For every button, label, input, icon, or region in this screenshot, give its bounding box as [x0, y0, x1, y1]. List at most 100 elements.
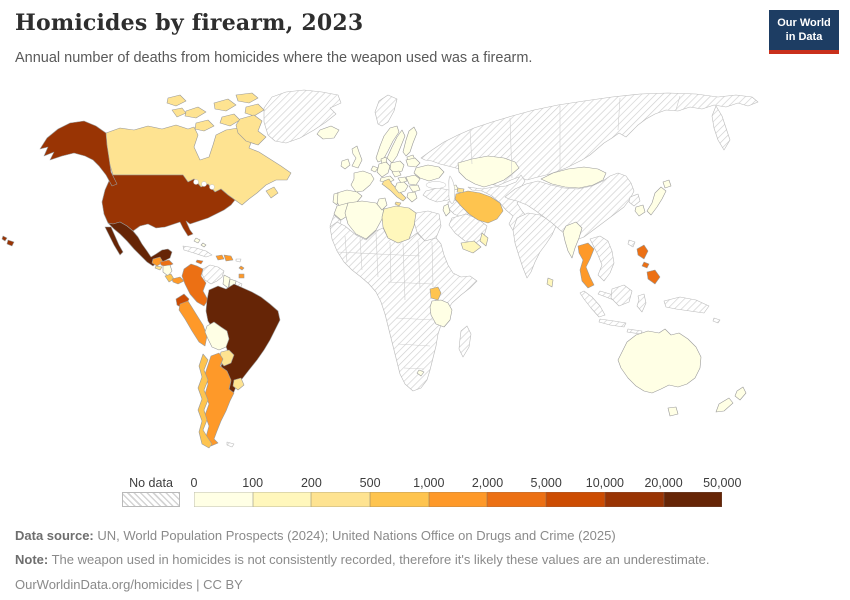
country-australia-tasmania[interactable]: [667, 406, 679, 417]
country-indonesia-sulawesi[interactable]: [636, 293, 647, 313]
country-germany[interactable]: [376, 161, 391, 178]
country-japan-hokkaido[interactable]: [662, 179, 672, 189]
country-italy[interactable]: [381, 178, 407, 202]
country-panama[interactable]: [171, 276, 185, 285]
owid-logo[interactable]: Our World in Data: [769, 10, 839, 54]
country-united-states-hawaii[interactable]: [1, 235, 8, 242]
country-bahamas[interactable]: [193, 237, 201, 244]
region-africa-no-data[interactable]: [329, 221, 478, 392]
legend-segment[interactable]: [604, 492, 664, 507]
legend-no-data-swatch[interactable]: [122, 492, 180, 507]
country-canada-island[interactable]: [219, 113, 241, 127]
country-russia-kamchatka[interactable]: [711, 105, 731, 151]
country-canada-newfoundland[interactable]: [265, 186, 279, 199]
country-canada-island[interactable]: [171, 107, 187, 118]
region-indochina[interactable]: [589, 235, 615, 282]
country-indonesia-borneo[interactable]: [610, 284, 633, 307]
country-puerto-rico[interactable]: [235, 258, 242, 263]
country-united-kingdom[interactable]: [351, 145, 363, 169]
region-benelux[interactable]: [370, 165, 379, 173]
country-sri-lanka[interactable]: [546, 277, 554, 288]
country-tunisia[interactable]: [376, 197, 388, 211]
country-greenland[interactable]: [263, 89, 342, 144]
country-canada-island[interactable]: [244, 103, 265, 117]
country-canada-island[interactable]: [235, 92, 259, 104]
country-iran[interactable]: [454, 190, 504, 224]
country-cuba[interactable]: [182, 245, 213, 258]
country-finland[interactable]: [402, 126, 418, 157]
legend-segment[interactable]: [311, 492, 371, 507]
country-sweden[interactable]: [386, 129, 406, 164]
country-taiwan[interactable]: [627, 239, 636, 248]
region-balkans[interactable]: [394, 181, 409, 194]
legend-segment[interactable]: [487, 492, 547, 507]
country-poland[interactable]: [389, 160, 405, 175]
country-lesotho[interactable]: [416, 369, 425, 377]
country-bulgaria[interactable]: [408, 184, 421, 193]
country-ireland[interactable]: [340, 158, 351, 170]
country-haiti[interactable]: [215, 254, 225, 261]
legend-segment[interactable]: [428, 492, 488, 507]
country-italy-sicily[interactable]: [394, 201, 402, 207]
country-hungary[interactable]: [397, 176, 408, 184]
country-canada-island[interactable]: [194, 119, 215, 132]
country-united-states-hawaii[interactable]: [6, 239, 15, 247]
country-falkland-islands[interactable]: [226, 441, 235, 448]
license-link[interactable]: OurWorldinData.org/homicides | CC BY: [15, 576, 243, 592]
country-new-zealand-north[interactable]: [734, 386, 747, 401]
country-mexico[interactable]: [104, 221, 173, 267]
legend-segment[interactable]: [194, 492, 253, 507]
country-venezuela[interactable]: [201, 264, 225, 285]
country-portugal[interactable]: [332, 192, 339, 206]
country-oman[interactable]: [479, 232, 489, 247]
country-trinidad-tobago[interactable]: [238, 273, 245, 279]
country-chile[interactable]: [197, 353, 213, 449]
country-united-states-alaska[interactable]: [39, 120, 118, 187]
country-colombia[interactable]: [181, 263, 209, 307]
country-saudi-arabia[interactable]: [448, 213, 488, 244]
country-guatemala[interactable]: [151, 256, 164, 267]
country-south-korea[interactable]: [634, 204, 646, 217]
legend-segment[interactable]: [663, 492, 723, 507]
legend-segment[interactable]: [370, 492, 429, 507]
country-algeria[interactable]: [344, 200, 385, 240]
country-china[interactable]: [504, 172, 635, 241]
country-uruguay[interactable]: [232, 377, 245, 391]
country-bahamas[interactable]: [200, 242, 207, 248]
country-greece[interactable]: [406, 191, 418, 203]
country-argentina[interactable]: [204, 352, 235, 447]
legend-segment[interactable]: [546, 492, 605, 507]
country-czechia[interactable]: [391, 170, 402, 178]
country-nicaragua[interactable]: [162, 264, 173, 277]
country-lesser-antilles[interactable]: [238, 265, 245, 271]
country-new-zealand-south[interactable]: [715, 397, 734, 413]
country-north-korea[interactable]: [628, 193, 641, 207]
country-canada-island[interactable]: [213, 98, 237, 112]
country-madagascar[interactable]: [458, 325, 472, 358]
country-iceland[interactable]: [316, 125, 340, 140]
country-romania[interactable]: [405, 174, 421, 186]
country-yemen[interactable]: [460, 240, 482, 254]
country-dominican-republic[interactable]: [223, 254, 234, 262]
country-indonesia-java[interactable]: [598, 318, 627, 328]
country-philippines-luzon[interactable]: [636, 244, 649, 260]
country-libya[interactable]: [381, 205, 417, 244]
country-peru[interactable]: [178, 300, 208, 347]
country-uganda[interactable]: [429, 286, 442, 301]
country-belarus[interactable]: [405, 157, 421, 168]
country-philippines-visayas[interactable]: [641, 261, 650, 269]
country-new-guinea[interactable]: [663, 296, 710, 314]
region-israel-jordan[interactable]: [442, 203, 451, 217]
country-indonesia-lesser-sunda[interactable]: [626, 328, 643, 335]
country-japan[interactable]: [646, 186, 667, 216]
country-kazakhstan[interactable]: [457, 155, 520, 188]
country-el-salvador[interactable]: [154, 265, 163, 271]
country-philippines-mindanao[interactable]: [646, 269, 661, 285]
country-canada-island[interactable]: [184, 106, 207, 119]
country-canada-baffin[interactable]: [235, 114, 267, 146]
country-tanzania[interactable]: [429, 299, 453, 328]
region-pacific-islands[interactable]: [712, 317, 721, 324]
country-myanmar[interactable]: [562, 221, 583, 259]
country-jamaica[interactable]: [195, 259, 204, 265]
country-ukraine[interactable]: [413, 164, 445, 182]
